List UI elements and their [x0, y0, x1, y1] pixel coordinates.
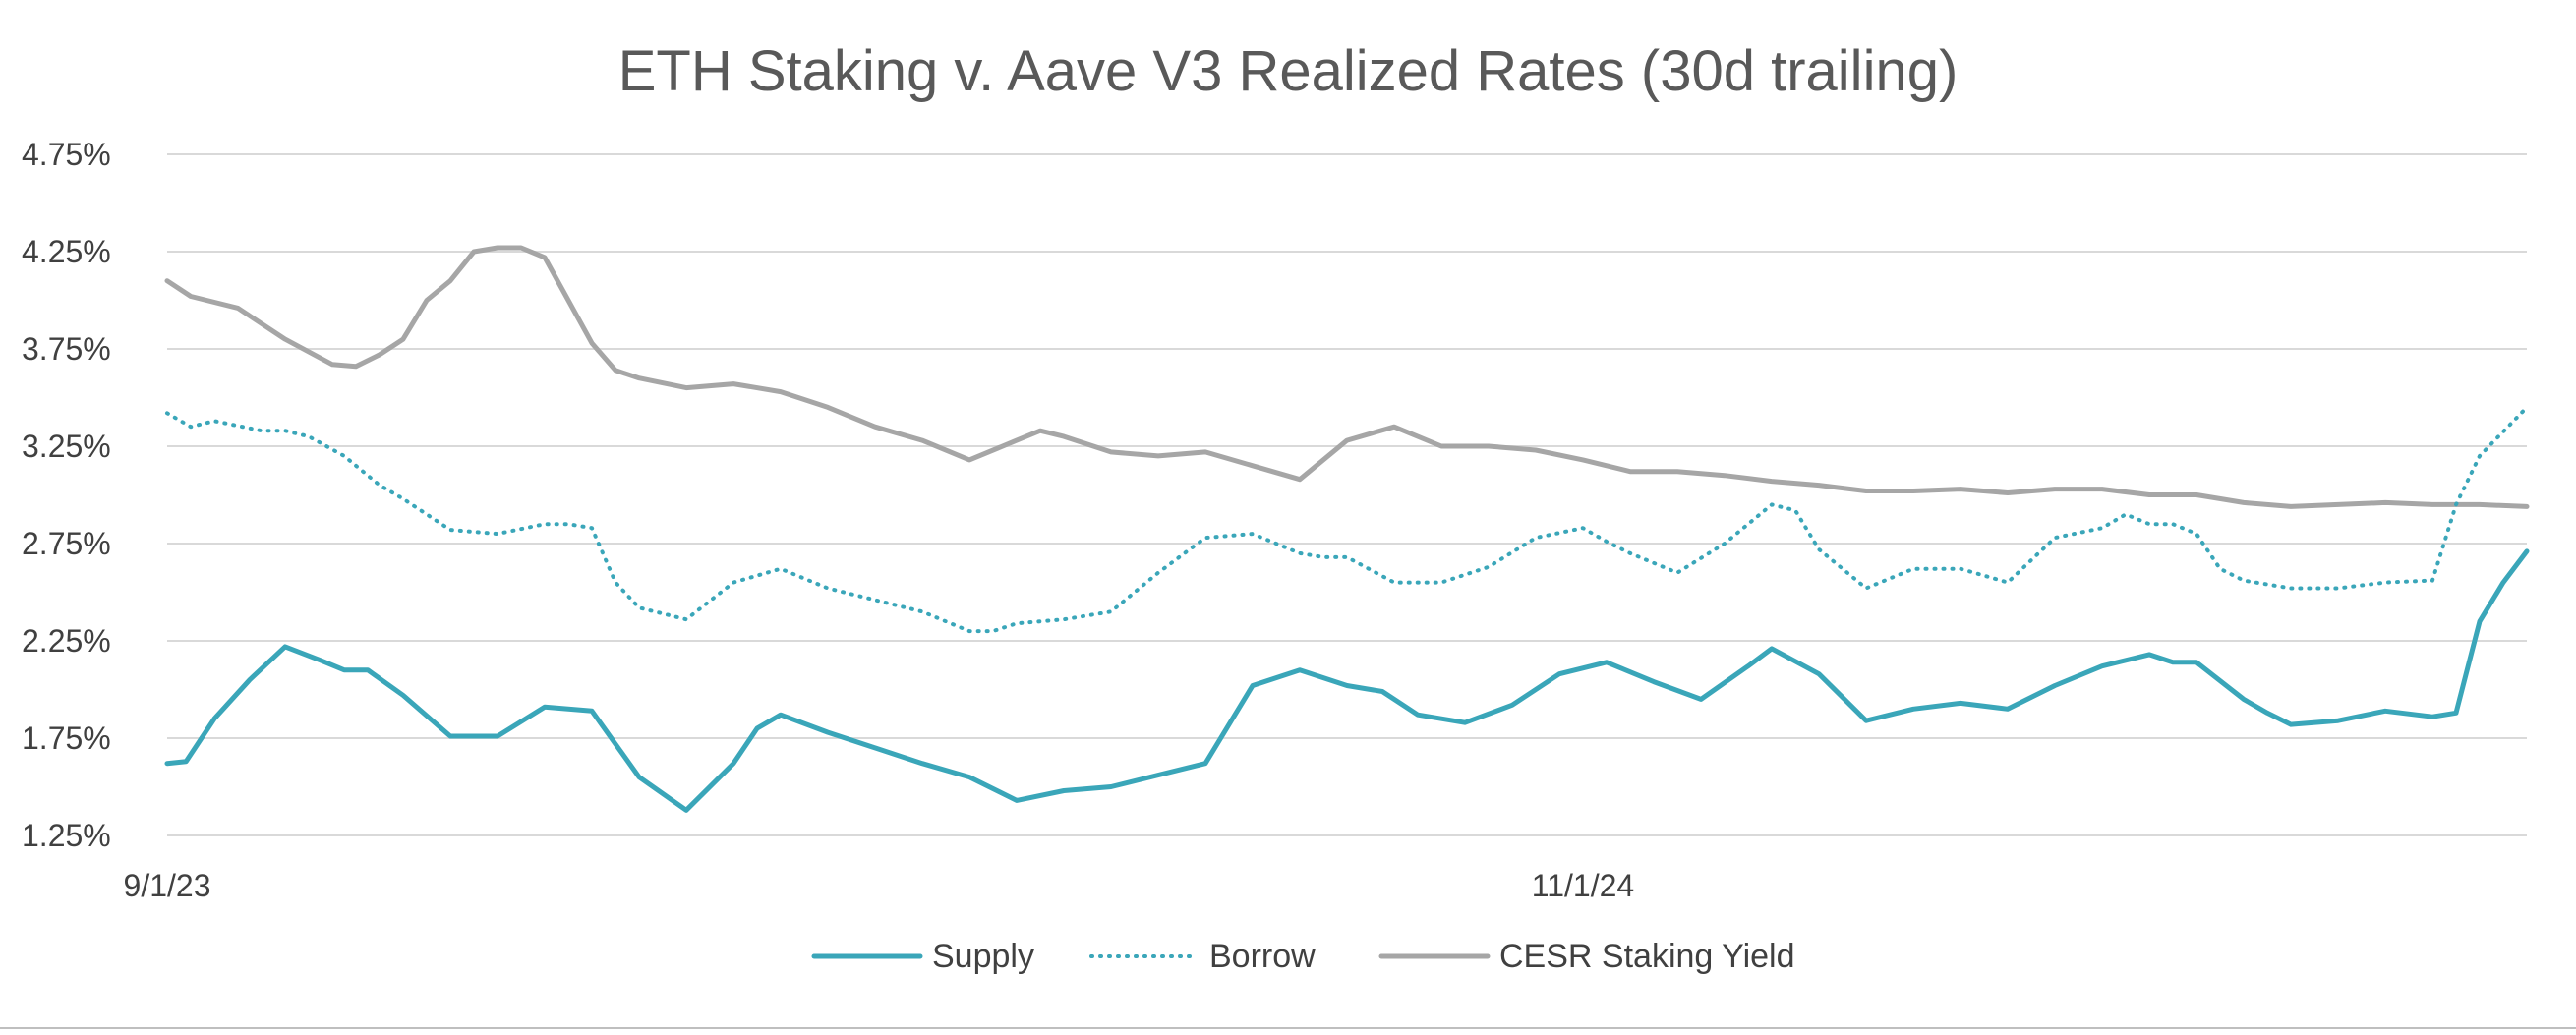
- y-tick-label: 3.75%: [22, 331, 111, 367]
- x-tick-label: 9/1/23: [124, 868, 211, 903]
- y-tick-label: 2.25%: [22, 623, 111, 659]
- series-line-supply: [164, 548, 2530, 813]
- gridlines: [167, 153, 2527, 836]
- legend: Supply Borrow CESR Staking Yield: [811, 938, 1795, 975]
- y-tick-label: 4.75%: [22, 137, 111, 172]
- y-axis-ticks: 1.25% 1.75% 2.25% 2.75% 3.25% 3.75% 4.25% 4.75%: [22, 137, 111, 853]
- y-tick-label: 3.25%: [22, 429, 111, 464]
- x-tick-label: 11/1/24: [1532, 868, 1634, 903]
- legend-label-supply: Supply: [932, 938, 1034, 975]
- legend-label-cesr-staking-yield: CESR Staking Yield: [1499, 938, 1795, 975]
- series-line-borrow: [165, 405, 2529, 634]
- series-line-cesr-staking-yield: [164, 245, 2530, 509]
- y-tick-label: 4.25%: [22, 234, 111, 269]
- legend-label-borrow: Borrow: [1209, 938, 1316, 975]
- series-lines: [164, 245, 2530, 813]
- y-tick-label: 2.75%: [22, 526, 111, 561]
- y-tick-label: 1.25%: [22, 818, 111, 853]
- x-axis-ticks: 9/1/23 11/1/24: [124, 868, 1635, 903]
- chart-title: ETH Staking v. Aave V3 Realized Rates (3…: [618, 39, 1959, 103]
- y-tick-label: 1.75%: [22, 720, 111, 756]
